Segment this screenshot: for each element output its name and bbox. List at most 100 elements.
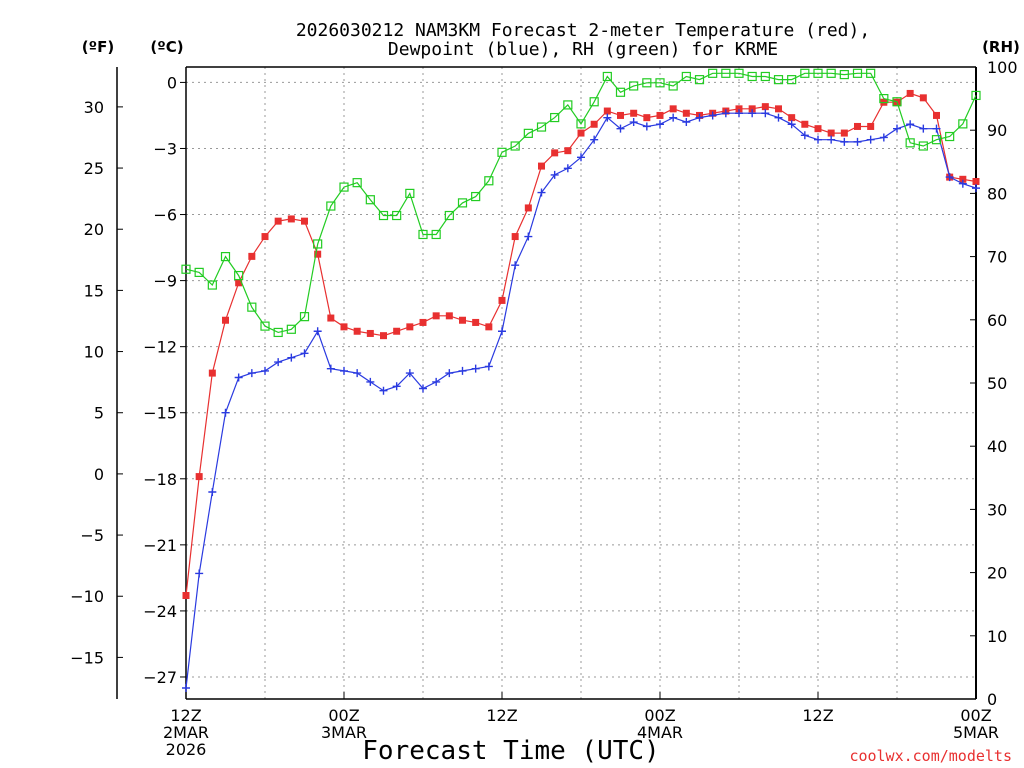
data-point [182, 592, 190, 600]
data-point [406, 323, 414, 331]
data-point [511, 261, 520, 270]
data-point [800, 131, 809, 140]
data-point [234, 270, 244, 281]
data-point [643, 114, 651, 122]
data-point [419, 318, 427, 326]
data-point [893, 124, 901, 133]
data-point [590, 120, 598, 128]
time-tick-label: 00Z [644, 706, 675, 725]
data-point [353, 369, 362, 378]
data-point [669, 105, 677, 113]
series-rh [181, 68, 981, 338]
data-point [194, 267, 204, 277]
x-axis-label: Forecast Time (UTC) [362, 736, 659, 766]
data-point [339, 182, 349, 192]
data-point [814, 135, 822, 144]
celsius-tick-label: −3 [153, 139, 177, 158]
data-point [617, 111, 624, 119]
data-point [458, 366, 467, 375]
data-point [208, 488, 217, 497]
data-point [432, 312, 440, 320]
data-point [656, 111, 664, 119]
data-point [708, 111, 717, 120]
grid-lines [186, 67, 976, 699]
data-point [195, 569, 204, 578]
data-point [734, 68, 744, 78]
rh-tick-label: 100 [987, 58, 1018, 77]
rh-tick-label: 90 [987, 121, 1007, 140]
data-point [222, 316, 229, 324]
data-point [879, 93, 889, 104]
data-point [642, 122, 651, 131]
data-point [260, 321, 270, 331]
data-point [221, 408, 230, 417]
data-point [852, 68, 863, 78]
celsius-tick-label: 0 [167, 73, 177, 92]
data-point [590, 135, 599, 144]
data-point [615, 87, 626, 97]
data-point [524, 232, 533, 241]
data-point [419, 384, 427, 393]
data-point [380, 332, 387, 340]
data-point [537, 188, 546, 197]
time-tick-label: 3MAR [321, 723, 367, 742]
data-point [274, 358, 283, 367]
rh-tick-label: 20 [987, 564, 1007, 583]
celsius-tick-label: −15 [143, 404, 177, 423]
data-point [774, 113, 783, 122]
data-point [392, 382, 401, 391]
data-point [972, 178, 980, 186]
data-point [485, 323, 493, 331]
data-point [576, 119, 586, 129]
data-point [959, 175, 967, 183]
data-point [735, 109, 743, 118]
fahrenheit-tick-label: 10 [84, 343, 104, 362]
data-point [498, 296, 506, 304]
data-point [484, 362, 493, 371]
celsius-tick-label: −27 [143, 668, 177, 687]
fahrenheit-tick-label: 15 [84, 281, 104, 300]
data-point [235, 279, 243, 287]
data-point [247, 302, 257, 312]
celsius-tick-label: −24 [143, 602, 177, 621]
data-point [971, 90, 981, 101]
data-point [826, 68, 836, 78]
data-point [418, 229, 428, 240]
data-point [735, 105, 743, 113]
data-point [314, 250, 322, 258]
data-point [550, 112, 560, 123]
data-point [523, 128, 533, 138]
data-point [800, 68, 810, 78]
data-point [274, 217, 282, 225]
rh-tick-label: 50 [987, 374, 1007, 393]
data-point [248, 252, 256, 260]
data-point [563, 164, 572, 173]
rh-tick-label: 80 [987, 184, 1007, 203]
time-tick-label: 12Z [486, 706, 517, 725]
data-point [721, 68, 731, 78]
data-point [432, 377, 441, 386]
data-point [839, 69, 849, 80]
data-point [668, 81, 678, 91]
data-point [220, 252, 231, 262]
data-point [379, 386, 388, 395]
time-tick-label: 00Z [960, 706, 991, 725]
time-tick-label: 4MAR [637, 723, 683, 742]
data-point [577, 153, 585, 162]
data-point [563, 100, 573, 110]
data-point [892, 97, 902, 107]
data-point [602, 71, 612, 82]
data-point [919, 94, 927, 102]
data-point [629, 118, 638, 127]
data-point [405, 188, 415, 198]
data-point [471, 191, 481, 202]
data-point [681, 71, 691, 82]
data-point [353, 327, 361, 335]
data-point [801, 120, 809, 128]
time-tick-label: 00Z [328, 706, 359, 725]
data-point [340, 323, 348, 331]
celsius-tick-label: −6 [153, 206, 177, 225]
data-point [551, 149, 559, 157]
